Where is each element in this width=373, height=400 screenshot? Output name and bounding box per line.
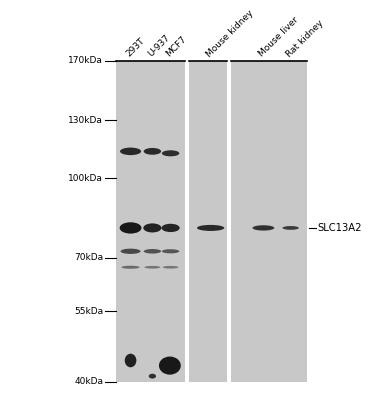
Ellipse shape — [143, 223, 162, 232]
Ellipse shape — [144, 249, 161, 254]
FancyBboxPatch shape — [189, 61, 227, 382]
Text: 100kDa: 100kDa — [68, 174, 103, 183]
Text: Rat kidney: Rat kidney — [284, 18, 325, 59]
Text: Mouse kidney: Mouse kidney — [204, 8, 255, 59]
Ellipse shape — [144, 148, 161, 155]
Text: U-937: U-937 — [146, 34, 172, 59]
Text: 55kDa: 55kDa — [74, 306, 103, 316]
Text: MCF7: MCF7 — [164, 35, 188, 59]
Ellipse shape — [163, 266, 179, 268]
Text: 130kDa: 130kDa — [68, 116, 103, 125]
Ellipse shape — [144, 266, 160, 268]
Ellipse shape — [125, 354, 137, 367]
Ellipse shape — [162, 224, 180, 232]
Ellipse shape — [253, 225, 274, 230]
Ellipse shape — [162, 249, 179, 253]
Text: 293T: 293T — [124, 37, 147, 59]
FancyBboxPatch shape — [116, 61, 185, 382]
FancyBboxPatch shape — [231, 61, 307, 382]
Text: 70kDa: 70kDa — [74, 253, 103, 262]
Text: 170kDa: 170kDa — [68, 56, 103, 65]
Ellipse shape — [120, 222, 141, 234]
Text: Mouse liver: Mouse liver — [257, 16, 300, 59]
Text: 40kDa: 40kDa — [74, 377, 103, 386]
Ellipse shape — [282, 226, 299, 230]
Ellipse shape — [162, 150, 179, 156]
Ellipse shape — [122, 266, 140, 269]
Ellipse shape — [149, 374, 156, 379]
Text: SLC13A2: SLC13A2 — [317, 223, 362, 233]
Ellipse shape — [159, 356, 181, 375]
Ellipse shape — [120, 249, 141, 254]
Ellipse shape — [120, 148, 141, 155]
Ellipse shape — [197, 225, 224, 231]
